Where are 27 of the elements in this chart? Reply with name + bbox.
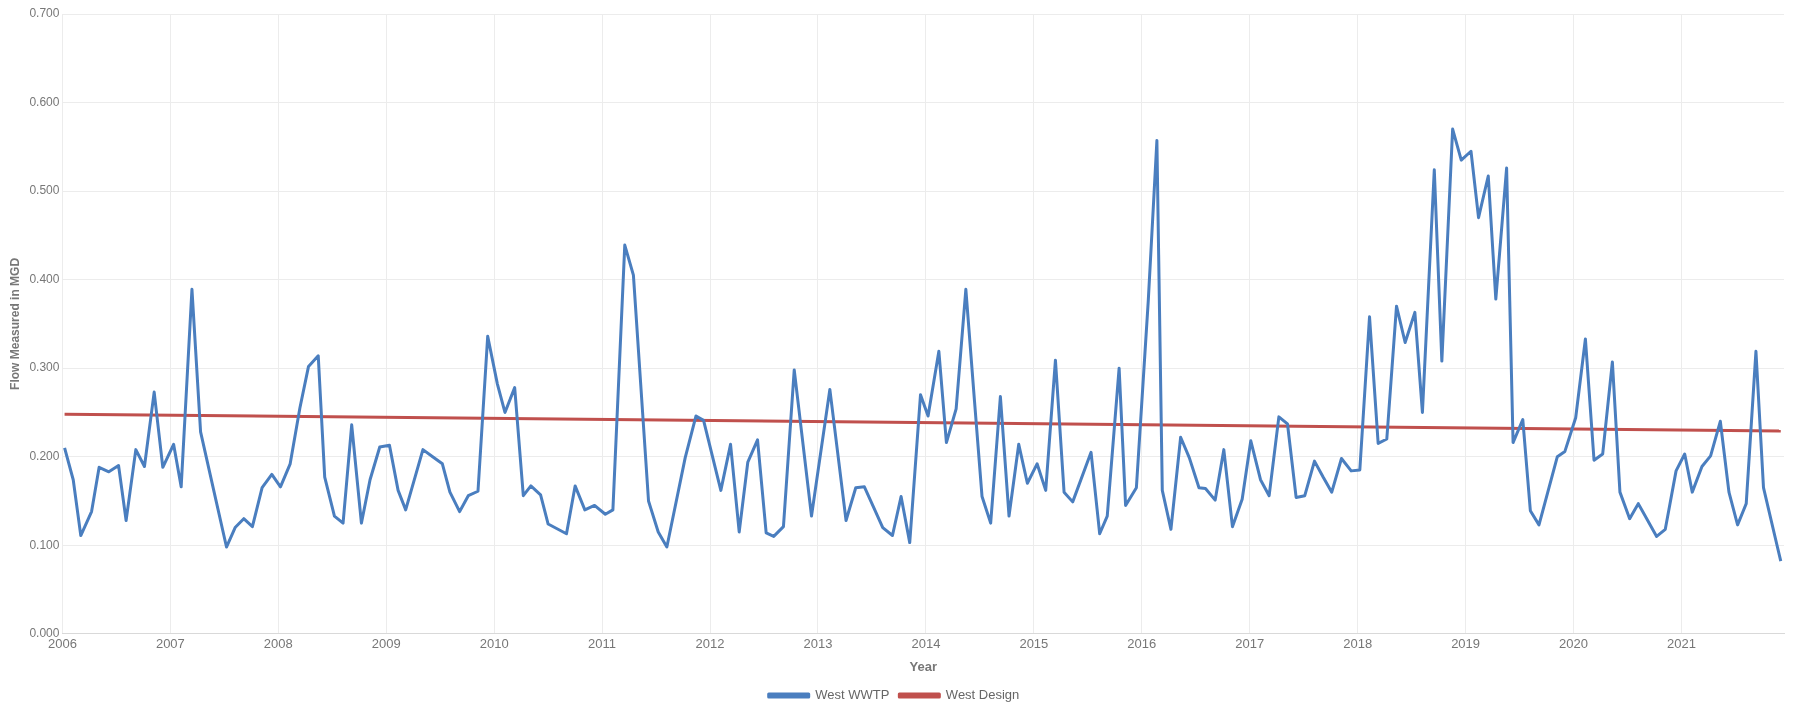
x-tick-label: 2017	[1235, 636, 1265, 652]
x-tick-label: 2019	[1451, 636, 1481, 652]
x-tick-label: 2008	[263, 636, 293, 652]
legend-label: West Design	[945, 687, 1020, 703]
x-tick-label: 2007	[155, 636, 185, 652]
x-tick-label: 2018	[1343, 636, 1373, 652]
x-tick-label: 2009	[371, 636, 401, 652]
x-tick-label: 2010	[479, 636, 509, 652]
x-tick-label: 2012	[695, 636, 725, 652]
y-tick-label: 0.300	[29, 360, 60, 375]
legend-label: West WWTP	[815, 687, 890, 703]
x-axis-title: Year	[909, 658, 937, 674]
x-tick-label: 2011	[588, 636, 617, 652]
y-tick-label: 0.500	[29, 183, 60, 198]
y-tick-label: 0.700	[29, 6, 60, 21]
x-tick-label: 2016	[1127, 636, 1157, 652]
x-tick-label: 2021	[1667, 636, 1696, 652]
x-tick-label: 2020	[1559, 636, 1588, 652]
y-tick-label: 0.400	[29, 271, 60, 286]
y-tick-label: 0.100	[29, 537, 60, 552]
y-tick-label: 0.600	[29, 94, 60, 109]
y-axis-title: Flow Measured in MGD	[7, 257, 22, 390]
y-tick-label: 0.200	[29, 449, 60, 464]
x-tick-label: 2013	[803, 636, 833, 652]
x-tick-label: 2006	[47, 636, 77, 652]
x-tick-label: 2014	[911, 636, 941, 652]
x-tick-label: 2015	[1019, 636, 1049, 652]
